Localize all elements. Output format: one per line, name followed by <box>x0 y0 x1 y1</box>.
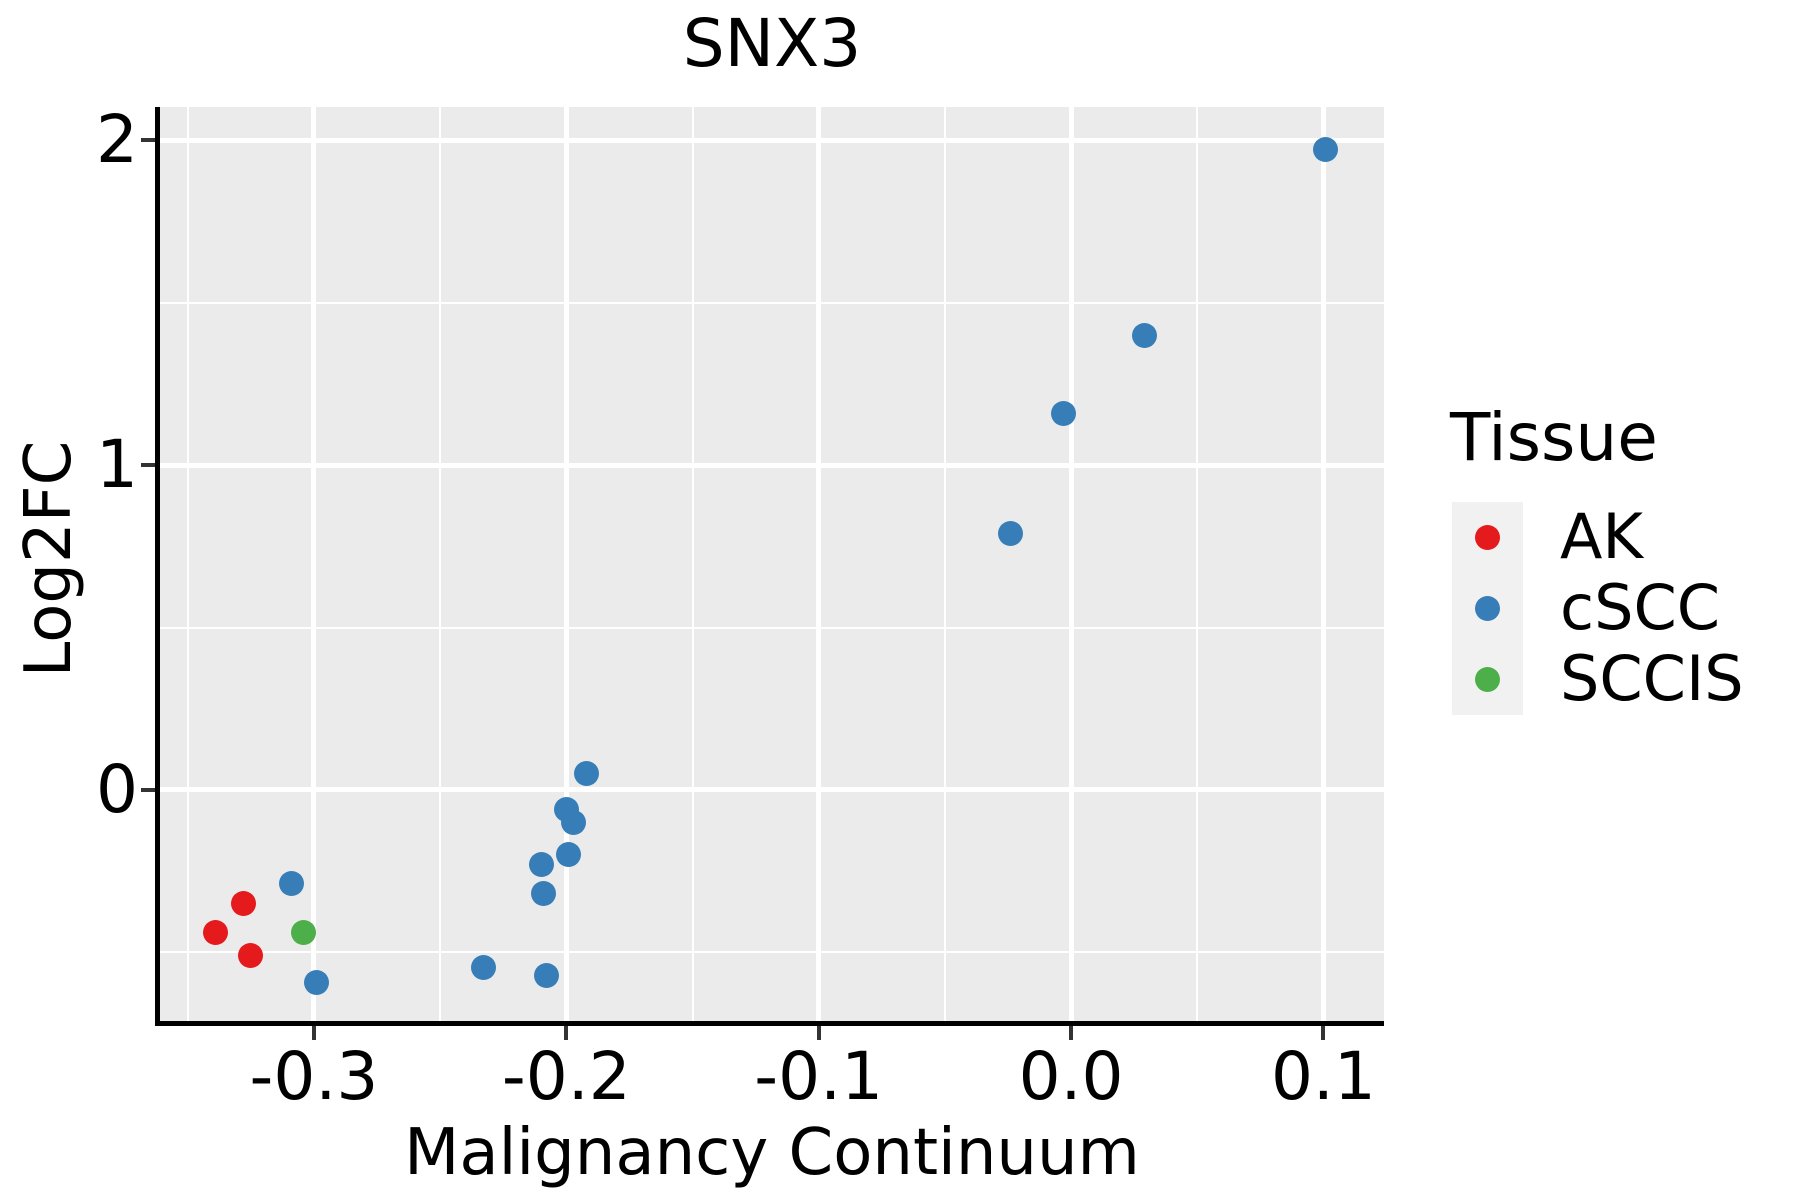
cscc-dot-icon <box>1475 595 1500 621</box>
y-tick-label: 2 <box>96 101 138 179</box>
data-point-cscc <box>1050 400 1076 426</box>
data-point-cscc <box>303 970 329 996</box>
y-axis-title: Log2FC <box>11 440 86 678</box>
legend: Tissue AK cSCC SCCIS <box>1450 400 1744 715</box>
legend-item-ak: AK <box>1452 500 1744 574</box>
x-major-gridline <box>1320 107 1326 1021</box>
x-minor-gridline <box>439 107 442 1021</box>
y-tick-label: 1 <box>96 426 138 504</box>
data-point-cscc <box>278 870 304 896</box>
y-major-gridline <box>160 787 1384 793</box>
legend-key <box>1452 643 1523 715</box>
y-major-gridline <box>160 462 1384 468</box>
y-minor-gridline <box>160 301 1384 304</box>
plot-panel <box>160 107 1384 1021</box>
data-point-ak <box>238 943 264 969</box>
x-tick-label: -0.3 <box>249 1038 379 1115</box>
x-tick-mark <box>1321 1026 1326 1040</box>
y-tick-mark <box>141 787 155 792</box>
legend-key <box>1452 572 1523 644</box>
ak-dot-icon <box>1475 524 1500 550</box>
data-point-cscc <box>561 809 587 835</box>
x-minor-gridline <box>943 107 946 1021</box>
data-point-cscc <box>997 520 1023 546</box>
x-minor-gridline <box>186 107 189 1021</box>
data-point-cscc <box>531 881 557 907</box>
y-minor-gridline <box>160 626 1384 629</box>
legend-item-label: cSCC <box>1560 571 1721 645</box>
x-tick-mark <box>564 1026 569 1040</box>
y-axis-line <box>155 107 160 1026</box>
legend-item-label: AK <box>1560 500 1644 574</box>
data-point-cscc <box>470 954 496 980</box>
y-tick-mark <box>141 138 155 143</box>
x-axis-title: Malignancy Continuum <box>404 1116 1140 1190</box>
legend-item-sccis: SCCIS <box>1452 642 1744 716</box>
data-point-cscc <box>1131 322 1157 348</box>
x-tick-label: -0.1 <box>754 1038 884 1115</box>
y-major-gridline <box>160 137 1384 143</box>
y-tick-mark <box>141 463 155 468</box>
y-tick-label: 0 <box>96 750 138 828</box>
x-major-gridline <box>563 107 569 1021</box>
x-major-gridline <box>816 107 822 1021</box>
x-minor-gridline <box>1196 107 1199 1021</box>
legend-title: Tissue <box>1450 399 1658 476</box>
plot-title: SNX3 <box>682 5 862 82</box>
legend-key <box>1452 501 1523 573</box>
data-point-cscc <box>533 962 559 988</box>
x-minor-gridline <box>691 107 694 1021</box>
x-major-gridline <box>311 107 317 1021</box>
legend-rows: AK cSCC SCCIS <box>1452 500 1744 716</box>
sccis-dot-icon <box>1475 666 1500 692</box>
data-point-sccis <box>291 920 317 946</box>
data-point-ak <box>230 891 256 917</box>
x-tick-mark <box>816 1026 821 1040</box>
x-tick-label: -0.2 <box>501 1038 631 1115</box>
y-minor-gridline <box>160 951 1384 954</box>
x-major-gridline <box>1068 107 1074 1021</box>
x-tick-label: 0.1 <box>1270 1038 1376 1115</box>
legend-item-label: SCCIS <box>1560 642 1744 716</box>
x-tick-mark <box>1069 1026 1074 1040</box>
data-point-cscc <box>528 852 554 878</box>
data-point-ak <box>203 920 229 946</box>
data-point-cscc <box>556 842 582 868</box>
x-tick-mark <box>311 1026 316 1040</box>
data-point-cscc <box>1313 137 1339 163</box>
legend-item-cscc: cSCC <box>1452 571 1744 645</box>
x-axis-line <box>155 1021 1384 1026</box>
x-tick-label: 0.0 <box>1018 1038 1124 1115</box>
data-point-cscc <box>574 761 599 787</box>
